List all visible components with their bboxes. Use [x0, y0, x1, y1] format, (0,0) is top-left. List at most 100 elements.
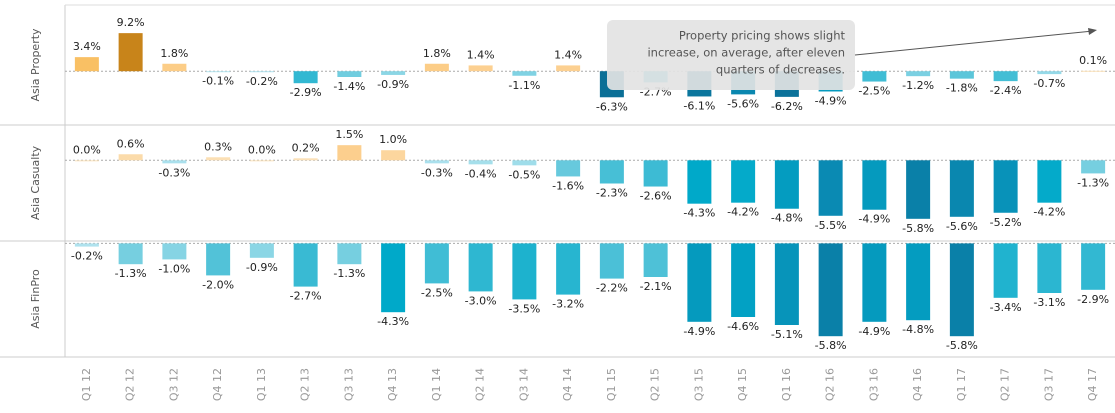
bar [1037, 160, 1062, 203]
x-tick-label: Q3 15 [692, 368, 705, 401]
value-label: -5.1% [771, 328, 803, 341]
value-label: 0.0% [248, 143, 276, 156]
value-label: 1.4% [467, 48, 495, 61]
x-tick-label: Q4 13 [386, 368, 399, 401]
value-label: -5.8% [902, 222, 934, 235]
bar [118, 243, 143, 265]
value-label: -3.5% [508, 302, 540, 315]
bar [1037, 71, 1062, 75]
value-label: -0.9% [246, 261, 278, 274]
bar [249, 160, 274, 162]
bar [118, 33, 143, 72]
bar [1081, 243, 1106, 290]
bar [293, 243, 318, 287]
panel-label: Asia FinPro [29, 269, 42, 329]
bar [949, 160, 974, 217]
annotation-arrow [854, 30, 1094, 56]
value-label: -2.9% [1077, 293, 1109, 306]
value-label: 0.1% [1079, 54, 1107, 67]
value-label: -1.1% [508, 79, 540, 92]
x-tick-label: Q1 14 [430, 368, 443, 401]
x-tick-label: Q1 15 [605, 368, 618, 401]
x-tick-label: Q2 12 [124, 368, 137, 401]
bar [162, 243, 187, 260]
bar [337, 243, 362, 265]
value-label: 0.0% [73, 143, 101, 156]
bar [818, 243, 843, 337]
value-label: -3.0% [465, 294, 497, 307]
value-label: -4.9% [858, 213, 890, 226]
value-label: -2.3% [596, 187, 628, 200]
bar [862, 160, 887, 210]
panel-label: Asia Property [29, 28, 42, 102]
value-label: -6.1% [683, 99, 715, 112]
value-label: -2.1% [640, 280, 672, 293]
bar [512, 160, 537, 166]
bar [424, 63, 449, 72]
x-tick-label: Q4 17 [1086, 368, 1099, 401]
annotation-text: increase, on average, after eleven [647, 46, 845, 60]
value-label: -4.9% [683, 325, 715, 338]
bar [381, 243, 406, 313]
bar [906, 71, 931, 77]
annotation-text: Property pricing shows slight [679, 29, 846, 43]
value-label: -4.2% [1033, 206, 1065, 219]
x-tick-label: Q3 16 [867, 368, 880, 401]
value-label: 1.8% [160, 47, 188, 60]
bar [293, 158, 318, 161]
value-label: -3.1% [1033, 296, 1065, 309]
bar [818, 160, 843, 216]
x-tick-label: Q2 13 [299, 368, 312, 401]
bar [949, 243, 974, 337]
bar [249, 71, 274, 73]
bar [337, 145, 362, 161]
bar [906, 243, 931, 321]
arrow-head [1088, 28, 1097, 35]
bar [731, 243, 756, 317]
bar [162, 63, 187, 72]
value-label: 3.4% [73, 40, 101, 53]
value-label: -0.3% [158, 166, 190, 179]
x-tick-label: Q2 15 [649, 368, 662, 401]
x-tick-label: Q1 13 [255, 368, 268, 401]
bar [424, 243, 449, 284]
bar [993, 160, 1018, 213]
bar [206, 243, 231, 276]
x-tick-label: Q4 15 [736, 368, 749, 401]
bar [293, 71, 318, 84]
value-label: -4.9% [815, 94, 847, 107]
bar [643, 243, 668, 277]
bar [862, 71, 887, 82]
bar [468, 65, 493, 72]
value-label: -5.5% [815, 219, 847, 232]
value-label: 0.2% [292, 141, 320, 154]
bar [424, 160, 449, 164]
bar [862, 243, 887, 322]
value-label: -1.6% [552, 179, 584, 192]
value-label: -6.3% [596, 100, 628, 113]
bar [118, 154, 143, 161]
bar [468, 243, 493, 292]
bar [381, 150, 406, 161]
value-label: -5.6% [727, 97, 759, 110]
value-label: -4.2% [727, 206, 759, 219]
value-label: -5.6% [946, 220, 978, 233]
value-label: 9.2% [117, 16, 145, 29]
value-label: -2.7% [290, 290, 322, 303]
value-label: -0.2% [246, 75, 278, 88]
value-label: -4.8% [902, 323, 934, 336]
value-label: -6.2% [771, 100, 803, 113]
value-label: -5.8% [946, 339, 978, 352]
value-label: -2.5% [858, 85, 890, 98]
bar [731, 160, 756, 203]
value-label: -0.3% [421, 166, 453, 179]
value-label: -5.8% [815, 339, 847, 352]
x-tick-label: Q1 16 [780, 368, 793, 401]
x-tick-label: Q1 12 [80, 368, 93, 401]
bar [993, 71, 1018, 82]
bar [906, 160, 931, 219]
bar [1081, 160, 1106, 174]
bar [774, 160, 799, 209]
value-label: 1.8% [423, 47, 451, 60]
